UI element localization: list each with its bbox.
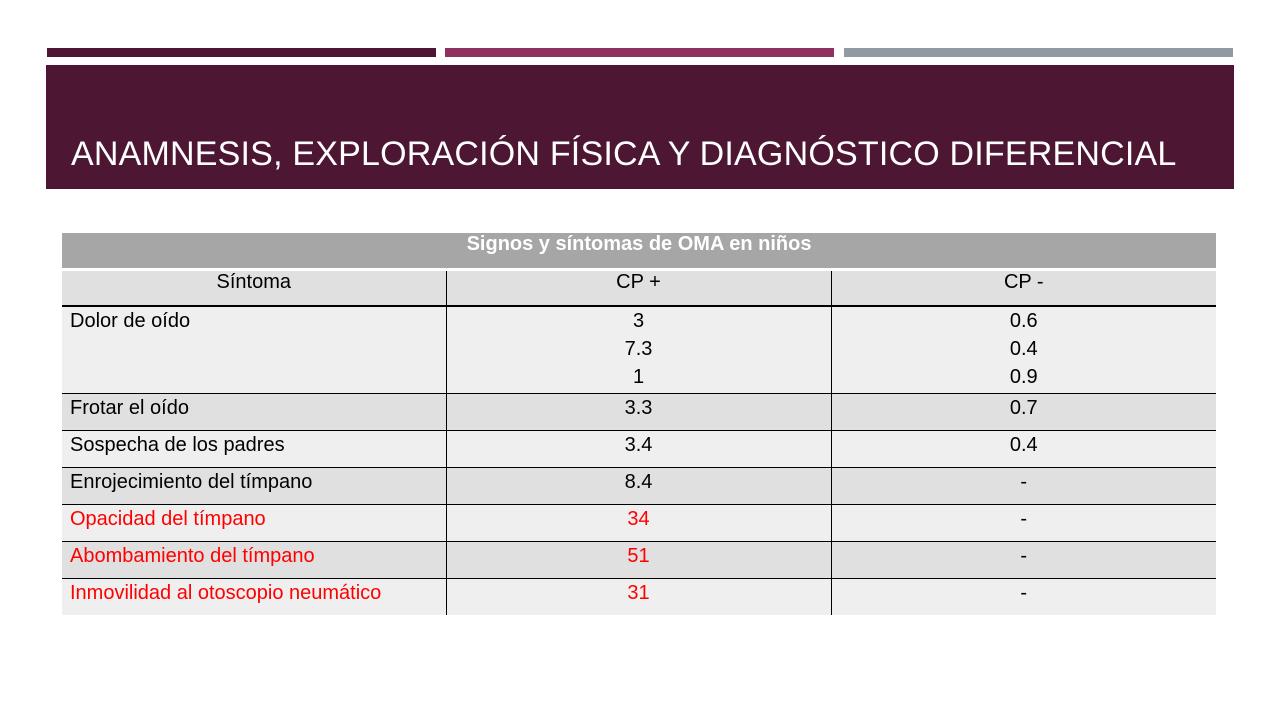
slide-title: ANAMNESIS, EXPLORACIÓN FÍSICA Y DIAGNÓST… [71, 135, 1177, 173]
cell-value: 8.4 [624, 471, 653, 493]
accent-bar-magenta [445, 48, 834, 57]
cp-negative-cell: 0.7 [830, 393, 1217, 431]
cell-value: - [1020, 582, 1028, 604]
symptom-cell: Abombamiento del tímpano [62, 541, 446, 579]
cell-value: 0.4 [1009, 434, 1038, 456]
cell-value: 3.3 [624, 397, 653, 419]
cp-positive-cell: 3.3 [445, 393, 831, 431]
cell-value: - [1020, 545, 1028, 567]
cell-value: 0.9 [1009, 366, 1038, 388]
cp-positive-cell: 3.4 [445, 430, 831, 468]
cell-value: 0.4 [1009, 338, 1038, 360]
table-caption: Signos y síntomas de OMA en niños [62, 233, 1217, 271]
header-cp-negative: CP - [830, 269, 1217, 307]
cp-positive-cell: 3 7.3 1 [445, 306, 831, 394]
symptom-cell: Sospecha de los padres [62, 430, 446, 468]
header-symptom: Síntoma [62, 269, 446, 307]
table-row: Abombamiento del tímpano 51 - [62, 541, 1217, 579]
cell-value: 7.3 [624, 338, 653, 360]
cp-positive-cell: 34 [445, 504, 831, 542]
table-row: Dolor de oído 3 7.3 1 0.6 0.4 0.9 [62, 306, 1217, 394]
cp-positive-cell: 8.4 [445, 467, 831, 505]
title-band: ANAMNESIS, EXPLORACIÓN FÍSICA Y DIAGNÓST… [46, 65, 1234, 189]
cell-value: 0.7 [1009, 397, 1038, 419]
cp-negative-cell: - [830, 467, 1217, 505]
cp-negative-cell: - [830, 578, 1217, 615]
table-row: Enrojecimiento del tímpano 8.4 - [62, 467, 1217, 505]
cell-value: - [1020, 508, 1028, 530]
table-caption-row: Signos y síntomas de OMA en niños [62, 233, 1217, 271]
cell-value: 3 [632, 310, 645, 332]
table-row: Frotar el oído 3.3 0.7 [62, 393, 1217, 431]
accent-bar-dark [47, 48, 436, 57]
cp-negative-cell: 0.6 0.4 0.9 [830, 306, 1217, 394]
cell-value: 1 [632, 366, 645, 388]
cell-value: 31 [627, 582, 650, 604]
table-row: Opacidad del tímpano 34 - [62, 504, 1217, 542]
accent-bar-gray [844, 48, 1233, 57]
table-row: Sospecha de los padres 3.4 0.4 [62, 430, 1217, 468]
cell-value: 3.4 [624, 434, 653, 456]
cell-value: 0.6 [1009, 310, 1038, 332]
symptom-cell: Enrojecimiento del tímpano [62, 467, 446, 505]
symptom-cell: Dolor de oído [62, 306, 446, 394]
cell-value: - [1020, 471, 1028, 493]
cp-positive-cell: 31 [445, 578, 831, 615]
symptom-cell: Inmovilidad al otoscopio neumático [62, 578, 446, 615]
symptom-cell: Opacidad del tímpano [62, 504, 446, 542]
cell-value: 34 [627, 508, 650, 530]
cp-negative-cell: - [830, 541, 1217, 579]
symptom-cell: Frotar el oído [62, 393, 446, 431]
cp-negative-cell: 0.4 [830, 430, 1217, 468]
symptoms-table: Signos y síntomas de OMA en niños Síntom… [62, 233, 1217, 615]
table-row: Inmovilidad al otoscopio neumático 31 - [62, 578, 1217, 615]
cp-positive-cell: 51 [445, 541, 831, 579]
header-cp-positive: CP + [445, 269, 831, 307]
cell-value: 51 [627, 545, 650, 567]
cp-negative-cell: - [830, 504, 1217, 542]
table-header-row: Síntoma CP + CP - [62, 269, 1217, 307]
